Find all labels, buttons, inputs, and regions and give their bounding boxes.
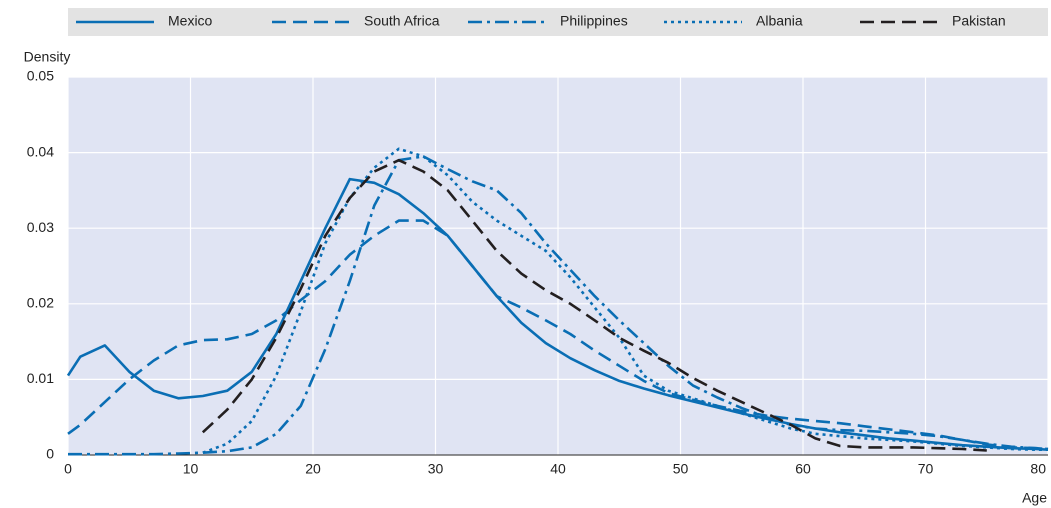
x-tick-label: 50 bbox=[673, 461, 689, 477]
y-axis-label: Density bbox=[24, 49, 71, 65]
legend-label: Pakistan bbox=[952, 13, 1006, 29]
x-tick-label: 60 bbox=[795, 461, 811, 477]
y-tick-label: 0 bbox=[46, 446, 54, 462]
y-tick-label: 0.05 bbox=[27, 68, 54, 84]
legend-label: Albania bbox=[756, 13, 803, 29]
x-axis-label: Age bbox=[1022, 490, 1047, 506]
legend-label: Philippines bbox=[560, 13, 628, 29]
legend-label: South Africa bbox=[364, 13, 440, 29]
x-tick-label: 0 bbox=[64, 461, 72, 477]
series-line bbox=[202, 147, 1048, 454]
y-tick-label: 0.03 bbox=[27, 219, 54, 235]
y-tick-label: 0.01 bbox=[27, 370, 54, 386]
x-tick-label: 40 bbox=[550, 461, 566, 477]
x-tick-label: 80 bbox=[1030, 461, 1046, 477]
y-tick-label: 0.04 bbox=[27, 143, 54, 159]
legend-box bbox=[68, 8, 1048, 36]
series-line bbox=[68, 155, 1049, 456]
x-tick-label: 20 bbox=[305, 461, 321, 477]
y-tick-label: 0.02 bbox=[27, 295, 54, 311]
series-line bbox=[201, 158, 987, 452]
series-line bbox=[66, 177, 1049, 451]
x-tick-label: 70 bbox=[918, 461, 934, 477]
x-tick-label: 30 bbox=[428, 461, 444, 477]
x-tick-label: 10 bbox=[183, 461, 199, 477]
legend-label: Mexico bbox=[168, 13, 213, 29]
